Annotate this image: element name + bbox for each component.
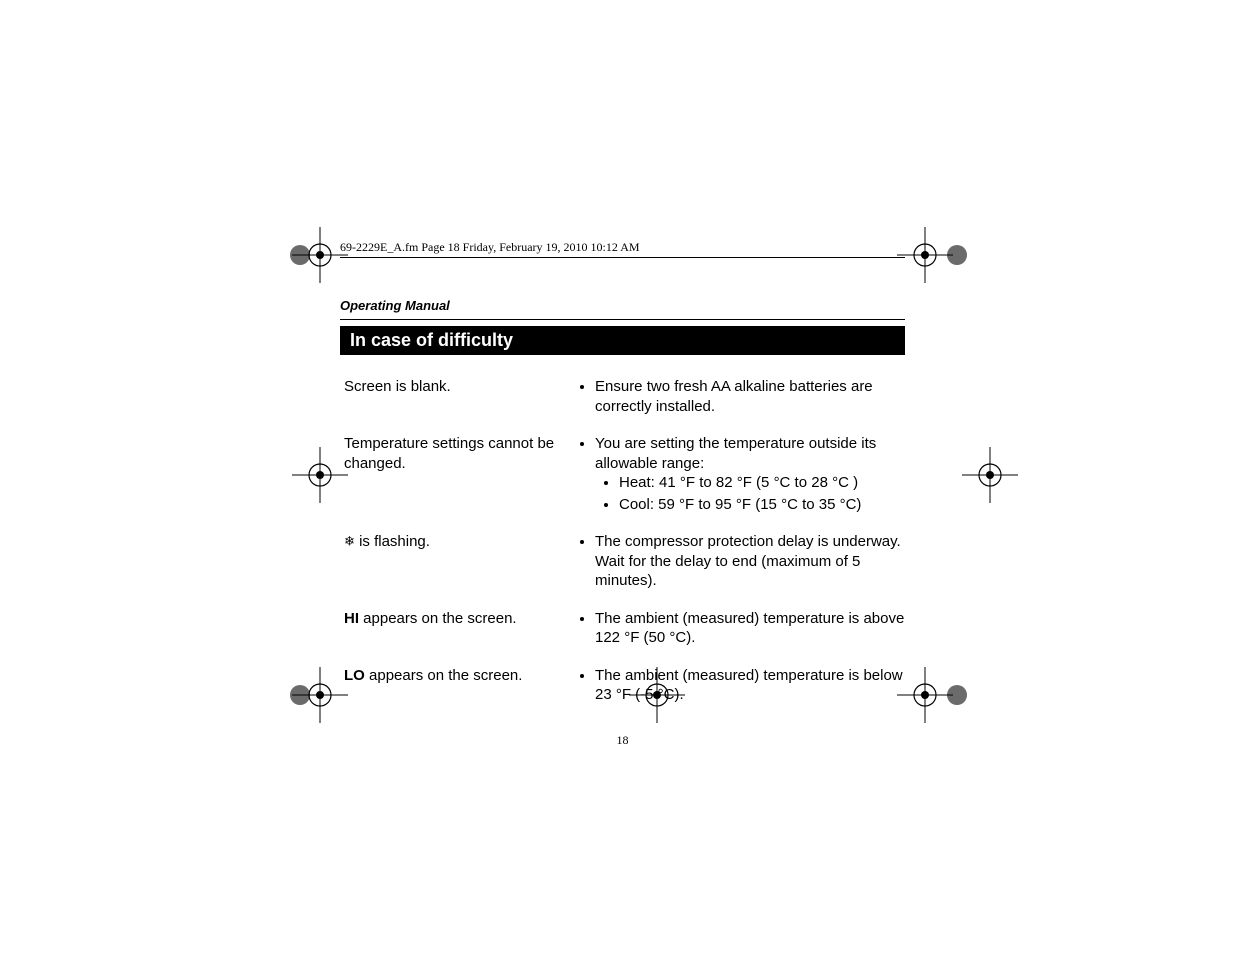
solution-subitem: Heat: 41 °F to 82 °F (5 °C to 28 °C )	[619, 473, 905, 493]
solution-item: You are setting the temperature outside …	[595, 434, 905, 514]
table-row: LO appears on the screen. The ambient (me…	[340, 662, 905, 719]
solution-subitem: Cool: 59 °F to 95 °F (15 °C to 35 °C)	[619, 495, 905, 515]
solution-cell: The ambient (measured) temperature is ab…	[579, 605, 905, 662]
section-title: In case of difficulty	[340, 326, 905, 355]
solution-cell: The compressor protection delay is under…	[579, 528, 905, 605]
solution-item: The ambient (measured) temperature is be…	[595, 666, 905, 705]
table-row: Screen is blank. Ensure two fresh AA alka…	[340, 373, 905, 430]
divider	[340, 319, 905, 320]
solution-cell: You are setting the temperature outside …	[579, 430, 905, 528]
solution-item: Ensure two fresh AA alkaline batteries a…	[595, 377, 905, 416]
frame-header: 69-2229E_A.fm Page 18 Friday, February 1…	[340, 240, 905, 258]
troubleshoot-table: Screen is blank. Ensure two fresh AA alka…	[340, 373, 905, 719]
problem-cell: HI appears on the screen.	[340, 605, 579, 662]
problem-cell: Screen is blank.	[340, 373, 579, 430]
solution-item: The compressor protection delay is under…	[595, 532, 905, 591]
crop-mark	[940, 425, 1040, 525]
problem-cell: LO appears on the screen.	[340, 662, 579, 719]
table-row: HI appears on the screen. The ambient (me…	[340, 605, 905, 662]
table-row: Temperature settings cannot be changed.Y…	[340, 430, 905, 528]
solution-cell: Ensure two fresh AA alkaline batteries a…	[579, 373, 905, 430]
solution-item: The ambient (measured) temperature is ab…	[595, 609, 905, 648]
page-number: 18	[340, 733, 905, 748]
problem-cell: ❄ is flashing.	[340, 528, 579, 605]
table-row: ❄ is flashing. The compressor protection …	[340, 528, 905, 605]
problem-cell: Temperature settings cannot be changed.	[340, 430, 579, 528]
solution-cell: The ambient (measured) temperature is be…	[579, 662, 905, 719]
manual-label: Operating Manual	[340, 298, 905, 313]
